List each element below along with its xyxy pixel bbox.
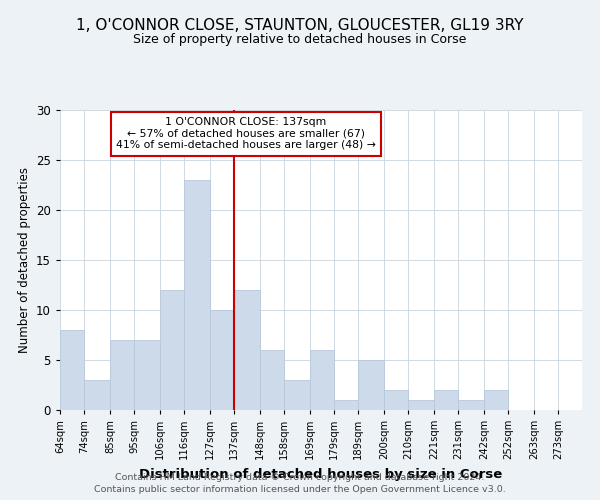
Bar xyxy=(60,330,84,410)
X-axis label: Distribution of detached houses by size in Corse: Distribution of detached houses by size … xyxy=(139,468,503,480)
Text: Contains public sector information licensed under the Open Government Licence v3: Contains public sector information licen… xyxy=(94,486,506,494)
Bar xyxy=(358,360,384,410)
Bar xyxy=(458,400,484,410)
Bar xyxy=(210,310,234,410)
Bar xyxy=(184,180,210,410)
Bar xyxy=(408,400,434,410)
Text: 1, O'CONNOR CLOSE, STAUNTON, GLOUCESTER, GL19 3RY: 1, O'CONNOR CLOSE, STAUNTON, GLOUCESTER,… xyxy=(76,18,524,32)
Bar xyxy=(134,340,160,410)
Text: 1 O'CONNOR CLOSE: 137sqm
← 57% of detached houses are smaller (67)
41% of semi-d: 1 O'CONNOR CLOSE: 137sqm ← 57% of detach… xyxy=(116,117,376,150)
Bar xyxy=(310,350,334,410)
Text: Size of property relative to detached houses in Corse: Size of property relative to detached ho… xyxy=(133,32,467,46)
Bar xyxy=(234,290,260,410)
Bar xyxy=(260,350,284,410)
Bar xyxy=(434,390,458,410)
Bar xyxy=(384,390,408,410)
Y-axis label: Number of detached properties: Number of detached properties xyxy=(17,167,31,353)
Bar xyxy=(484,390,508,410)
Bar xyxy=(334,400,358,410)
Bar xyxy=(84,380,110,410)
Bar xyxy=(160,290,184,410)
Bar xyxy=(284,380,310,410)
Bar xyxy=(110,340,134,410)
Text: Contains HM Land Registry data © Crown copyright and database right 2024.: Contains HM Land Registry data © Crown c… xyxy=(115,473,485,482)
